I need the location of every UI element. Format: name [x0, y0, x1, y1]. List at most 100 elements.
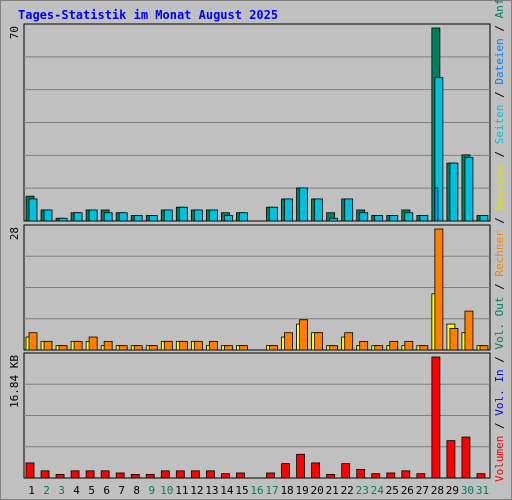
bar-rechner: [434, 228, 444, 351]
bar-rechner: [329, 345, 339, 351]
right-legend: Volumen / Vol. In / Vol. Out / Rechner /…: [493, 0, 506, 482]
bar-volumen: [145, 474, 155, 479]
legend-entry: Dateien: [493, 38, 506, 84]
bar-rechner: [43, 340, 53, 351]
x-tick-label: 12: [190, 484, 203, 497]
bar-rechner: [419, 345, 429, 351]
x-tick-label: 5: [88, 484, 95, 497]
bar-seiten: [434, 187, 439, 222]
legend-entry: Anfragen: [493, 0, 506, 18]
bar-volumen: [356, 468, 366, 479]
legend-entry: Vol. Out: [493, 297, 506, 350]
bar-rechner: [344, 332, 354, 351]
bar-rechner: [464, 310, 474, 351]
legend-entry: Volumen: [493, 436, 506, 482]
bar-volumen: [70, 470, 80, 479]
x-tick-label: 21: [326, 484, 339, 497]
bar-rechner: [58, 345, 68, 351]
bar-volumen: [341, 463, 351, 479]
chart-title: Tages-Statistik im Monat August 2025: [18, 8, 279, 22]
bar-rechner: [224, 345, 233, 351]
y-axis-max-label: 70: [8, 26, 21, 39]
legend-entry: Seiten: [493, 104, 506, 144]
legend-entry: /: [493, 18, 506, 38]
bar-dateien: [464, 157, 474, 222]
bar-dateien: [178, 206, 188, 222]
bar-dateien: [419, 215, 429, 222]
bar-dateien: [148, 215, 158, 222]
bar-dateien: [284, 198, 293, 222]
bar-volumen: [326, 474, 336, 479]
bar-dateien: [389, 215, 399, 222]
bar-volumen: [446, 440, 456, 479]
bar-dateien: [344, 198, 354, 222]
x-tick-label: 24: [371, 484, 385, 497]
x-tick-label: 22: [341, 484, 354, 497]
bar-dateien: [58, 217, 68, 222]
bar-dateien: [88, 209, 98, 222]
bar-rechner: [374, 345, 384, 351]
bar-dateien: [118, 212, 128, 222]
bar-dateien: [314, 198, 324, 222]
bar-dateien: [269, 206, 278, 222]
x-tick-label: 6: [103, 484, 110, 497]
x-tick-label: 26: [401, 484, 414, 497]
bar-rechner: [178, 340, 188, 351]
bar-rechner: [284, 332, 293, 351]
bar-dateien: [329, 217, 339, 222]
bar-rechner: [28, 332, 38, 351]
bar-dateien: [239, 212, 248, 222]
bar-volumen: [100, 470, 110, 479]
bar-volumen: [175, 470, 185, 479]
x-tick-label: 10: [160, 484, 173, 497]
legend-entry: Vol. In: [493, 369, 506, 415]
bar-dateien: [163, 209, 173, 222]
bar-volumen: [311, 462, 321, 479]
x-tick-label: 8: [133, 484, 140, 497]
bar-volumen: [55, 474, 65, 479]
bar-rechner: [359, 340, 369, 351]
legend-entry: /: [493, 416, 506, 436]
bar-dateien: [359, 212, 369, 222]
y-axis-max-label: 16.84 KB: [8, 355, 21, 408]
bar-dateien: [103, 212, 113, 222]
bar-rechner: [148, 345, 158, 351]
bar-dateien: [28, 198, 38, 222]
legend-entry: Besuche: [493, 164, 506, 210]
bar-dateien: [434, 77, 444, 222]
bar-volumen: [130, 474, 140, 479]
bar-volumen: [190, 470, 200, 479]
bar-volumen: [296, 453, 305, 479]
bar-volumen: [401, 470, 411, 479]
bar-rechner: [479, 345, 489, 351]
legend-entry: Rechner: [493, 230, 506, 277]
bar-volumen: [205, 470, 215, 479]
bar-volumen: [371, 473, 381, 479]
bar-rechner: [404, 340, 414, 351]
bar-rechner: [299, 319, 308, 351]
x-tick-label: 23: [356, 484, 369, 497]
bar-volumen: [461, 436, 471, 479]
x-tick-label: 7: [118, 484, 125, 497]
legend-entry: /: [493, 144, 506, 164]
bar-volumen: [236, 472, 245, 479]
legend-entry: /: [493, 350, 506, 370]
y-axis-max-label: 28: [8, 227, 21, 240]
x-tick-label: 16: [250, 484, 263, 497]
bar-dateien: [193, 209, 203, 222]
x-tick-label: 1: [28, 484, 35, 497]
legend-entry: /: [493, 210, 506, 230]
bar-volumen: [25, 462, 35, 479]
legend-entry: /: [493, 277, 506, 297]
x-tick-label: 18: [280, 484, 293, 497]
legend-entry: /: [493, 85, 506, 105]
x-tick-label: 15: [235, 484, 248, 497]
bar-dateien: [224, 215, 233, 222]
bar-dateien: [374, 215, 384, 222]
bar-rechner: [208, 340, 218, 351]
x-tick-label: 2: [43, 484, 50, 497]
x-tick-label: 4: [73, 484, 80, 497]
bar-rechner: [389, 340, 399, 351]
x-tick-label: 19: [295, 484, 308, 497]
